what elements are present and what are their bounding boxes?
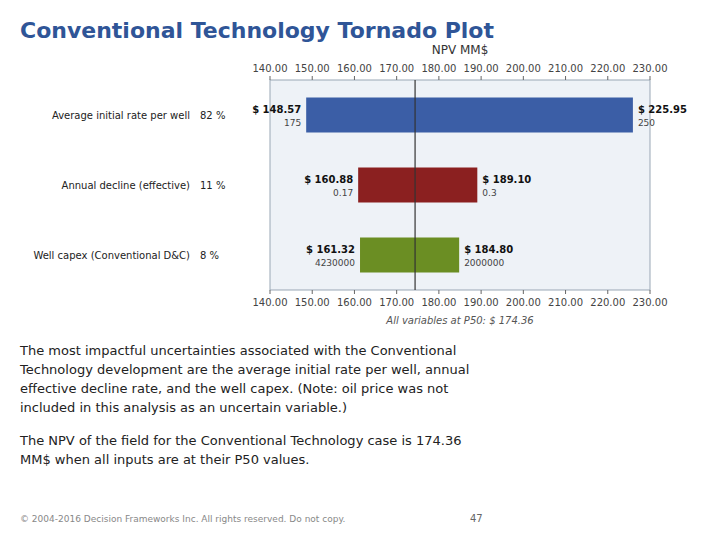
axes: 140.00 140.00 150.00 150.00 160.00 160.00 170.… xyxy=(253,63,668,308)
body-text: The most impactful uncertainties associa… xyxy=(19,343,469,415)
tick-top xyxy=(438,76,439,80)
tick-label-bottom: 150.00 xyxy=(295,297,330,308)
low-input-label: 0.17 xyxy=(333,188,353,198)
tick-bottom xyxy=(396,290,397,294)
tick-label-top: 190.00 xyxy=(464,63,499,74)
tick-bottom xyxy=(354,290,355,294)
high-value-label: $ 189.10 xyxy=(482,174,531,185)
tick-label-top: 140.00 xyxy=(253,63,288,74)
page-number: 47 xyxy=(470,513,483,524)
category-label: Well capex (Conventional D&C) xyxy=(33,250,190,261)
category-label: Annual decline (effective) xyxy=(62,180,191,191)
high-value-label: $ 184.80 xyxy=(464,244,513,255)
tick-top xyxy=(650,76,651,80)
tick-label-bottom: 210.00 xyxy=(548,297,583,308)
tick-bottom xyxy=(438,290,439,294)
body-line: effective decline rate, and the well cap… xyxy=(20,381,448,396)
body-line: MM$ when all inputs are at their P50 val… xyxy=(20,452,309,467)
tick-label-bottom: 140.00 xyxy=(253,297,288,308)
tick-bottom xyxy=(523,290,524,294)
tick-label-top: 160.00 xyxy=(337,63,372,74)
high-value-label: $ 225.95 xyxy=(638,104,687,115)
bar xyxy=(358,168,477,203)
tick-label-top: 170.00 xyxy=(379,63,414,74)
tick-bottom xyxy=(565,290,566,294)
tick-bottom xyxy=(270,290,271,294)
share-label: 11 % xyxy=(200,180,225,191)
footer: © 2004-2016 Decision Frameworks Inc. All… xyxy=(20,514,345,524)
bar xyxy=(360,238,459,273)
bar xyxy=(306,98,633,133)
tick-label-bottom: 170.00 xyxy=(379,297,414,308)
tick-top xyxy=(523,76,524,80)
page: Conventional Technology Tornado Plot 140.… xyxy=(0,0,720,540)
bars xyxy=(306,98,633,273)
tick-label-top: 200.00 xyxy=(506,63,541,74)
tick-top xyxy=(270,76,271,80)
x-axis-label: NPV MM$ xyxy=(432,43,489,57)
tick-label-bottom: 180.00 xyxy=(421,297,456,308)
low-input-label: 175 xyxy=(284,118,301,128)
tick-label-top: 220.00 xyxy=(590,63,625,74)
tick-bottom xyxy=(481,290,482,294)
tick-bottom xyxy=(312,290,313,294)
tick-label-top: 230.00 xyxy=(633,63,668,74)
tick-top xyxy=(481,76,482,80)
share-label: 82 % xyxy=(200,110,225,121)
tick-bottom xyxy=(650,290,651,294)
body-line: Technology development are the average i… xyxy=(19,362,469,377)
tick-label-bottom: 220.00 xyxy=(590,297,625,308)
tick-label-top: 210.00 xyxy=(548,63,583,74)
base-line xyxy=(414,80,415,290)
annotation: All variables at P50: $ 174.36 xyxy=(385,315,533,326)
tick-top xyxy=(565,76,566,80)
tick-bottom xyxy=(607,290,608,294)
low-value-label: $ 148.57 xyxy=(252,104,301,115)
low-value-label: $ 161.32 xyxy=(306,244,355,255)
high-input-label: 250 xyxy=(638,118,655,128)
labels: $ 148.57 175 $ 225.95 250 Average initial ra… xyxy=(33,104,687,268)
body-text: The NPV of the field for the Conventiona… xyxy=(19,433,461,467)
low-value-label: $ 160.88 xyxy=(304,174,353,185)
tick-label-bottom: 160.00 xyxy=(337,297,372,308)
body-line: The NPV of the field for the Conventiona… xyxy=(19,433,461,448)
tick-label-bottom: 190.00 xyxy=(464,297,499,308)
tick-label-top: 180.00 xyxy=(421,63,456,74)
low-input-label: 4230000 xyxy=(315,258,355,268)
plot-area xyxy=(270,80,650,290)
tick-top xyxy=(396,76,397,80)
title: Conventional Technology Tornado Plot xyxy=(20,18,494,43)
tick-label-top: 150.00 xyxy=(295,63,330,74)
high-input-label: 2000000 xyxy=(464,258,504,268)
tick-top xyxy=(312,76,313,80)
tick-top xyxy=(354,76,355,80)
body-line: The most impactful uncertainties associa… xyxy=(19,343,456,358)
tick-label-bottom: 230.00 xyxy=(633,297,668,308)
high-input-label: 0.3 xyxy=(482,188,496,198)
tick-top xyxy=(607,76,608,80)
body-line: included in this analysis as an uncertai… xyxy=(20,400,347,415)
share-label: 8 % xyxy=(200,250,219,261)
category-label: Average initial rate per well xyxy=(52,110,190,121)
tick-label-bottom: 200.00 xyxy=(506,297,541,308)
